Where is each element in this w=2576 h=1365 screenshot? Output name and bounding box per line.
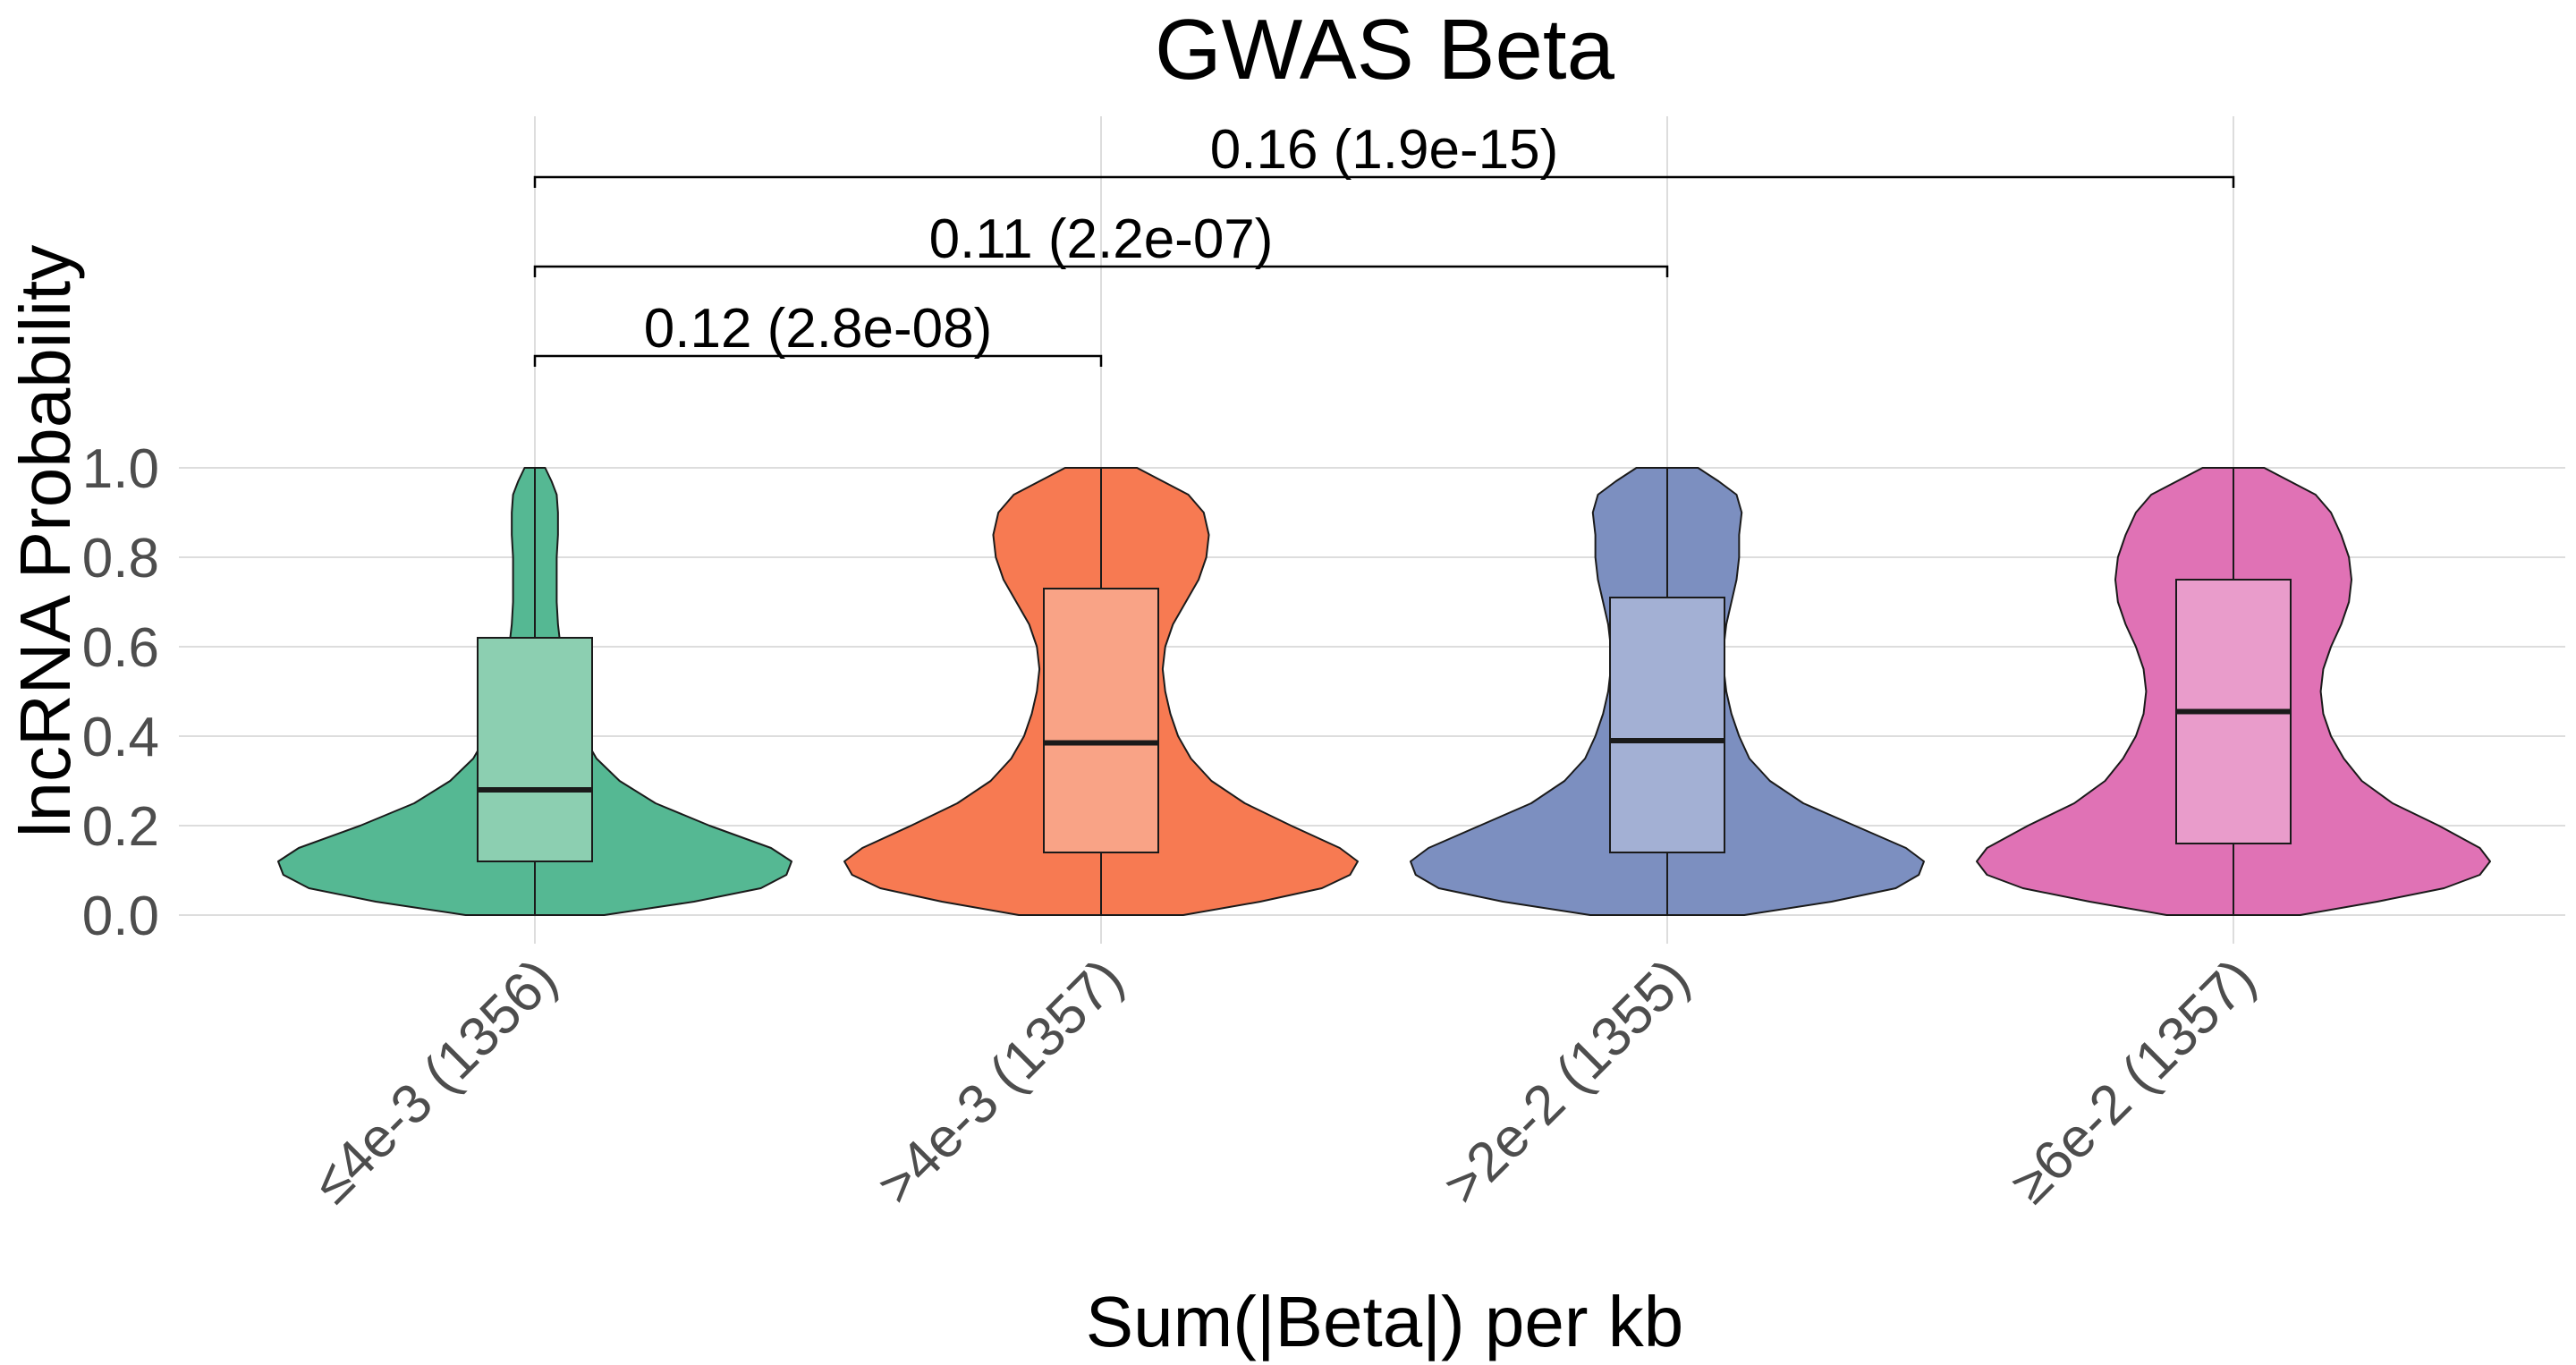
x-axis-ticks: ≤4e-3 (1356) >4e-3 (1357) >2e-2 (1355) ≥6e-… [301, 947, 2267, 1217]
violin-group [1410, 467, 1925, 916]
y-tick-label: 0.8 [82, 528, 159, 589]
chart-title: GWAS Beta [1155, 2, 1615, 98]
y-tick-label: 0.2 [82, 796, 159, 858]
comparison-bracket [533, 175, 2235, 188]
comparison-bracket [533, 265, 1669, 277]
comparison-brackets: 0.12 (2.8e-08) 0.11 (2.2e-07) 0.16 (1.9e-1… [533, 119, 2235, 367]
comparison-label: 0.11 (2.2e-07) [929, 208, 1274, 270]
iqr-box [1609, 597, 1725, 853]
x-tick-label: ≤4e-3 (1356) [301, 947, 569, 1216]
violin-group [277, 467, 792, 916]
x-tick-label: ≥6e-2 (1357) [1999, 947, 2267, 1216]
y-axis-ticks: 0.0 0.2 0.4 0.6 0.8 1.0 [82, 438, 159, 947]
y-tick-label: 1.0 [82, 438, 159, 500]
iqr-box [477, 637, 593, 862]
violin-group [843, 467, 1359, 916]
y-axis-title: lncRNA Probability [5, 245, 85, 838]
violins [277, 467, 2491, 916]
iqr-box [1043, 588, 1159, 853]
comparison-bracket [533, 354, 1103, 367]
violin-group [1976, 467, 2491, 916]
comparison-label: 0.16 (1.9e-15) [1210, 119, 1558, 181]
x-axis-title: Sum(|Beta|) per kb [1086, 1282, 1683, 1361]
y-tick-label: 0.4 [82, 707, 159, 768]
y-tick-label: 0.0 [82, 886, 159, 947]
comparison-label: 0.12 (2.8e-08) [644, 298, 992, 360]
x-tick-label: >4e-3 (1357) [866, 947, 1135, 1217]
x-tick-label: >2e-2 (1355) [1432, 947, 1701, 1217]
y-tick-label: 0.6 [82, 617, 159, 679]
